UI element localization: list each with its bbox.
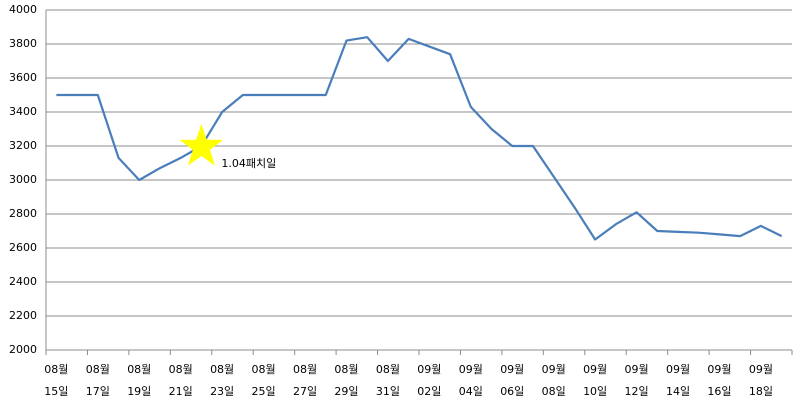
- x-tick-label: 09월 08일: [541, 363, 566, 398]
- x-tick-label: 08월 23일: [210, 363, 235, 398]
- x-tick-label: 09월 10일: [583, 363, 608, 398]
- x-tick-label: 09월 16일: [707, 363, 732, 398]
- y-tick-label: 2000: [9, 343, 37, 356]
- y-tick-label: 2200: [9, 309, 37, 322]
- line-series: [56, 36, 783, 241]
- y-tick-label: 2400: [9, 275, 37, 288]
- y-tick-label: 2800: [9, 207, 37, 220]
- x-tick-label: 08월 31일: [375, 363, 400, 398]
- x-tick-label: 08월 21일: [168, 363, 193, 398]
- x-tick-label: 09월 14일: [665, 363, 691, 398]
- y-tick-label: 2600: [9, 241, 37, 254]
- y-tick-label: 4000: [9, 3, 37, 16]
- y-tick-label: 3200: [9, 139, 37, 152]
- x-tick-label: 09월 06일: [500, 363, 525, 398]
- y-tick-label: 3800: [9, 37, 37, 50]
- y-tick-label: 3400: [9, 105, 37, 118]
- x-tick-label: 08월 25일: [251, 363, 276, 398]
- x-tick-label: 08월 19일: [127, 363, 152, 398]
- y-tick-label: 3000: [9, 173, 37, 186]
- x-tick-label: 09월 04일: [458, 363, 483, 398]
- y-tick-label: 3600: [9, 71, 37, 84]
- x-tick-label: 08월 27일: [292, 363, 318, 398]
- x-tick-label: 08월 17일: [85, 363, 110, 398]
- x-tick-label: 09월 18일: [748, 363, 773, 398]
- star-marker: [179, 124, 224, 166]
- x-tick-label: 08월 15일: [44, 363, 69, 398]
- x-tick-label: 09월 02일: [417, 363, 442, 398]
- annotation: 1.04패치일: [221, 156, 276, 170]
- x-tick-label: 08월 29일: [334, 363, 359, 398]
- x-tick-label: 09월 12일: [624, 363, 649, 398]
